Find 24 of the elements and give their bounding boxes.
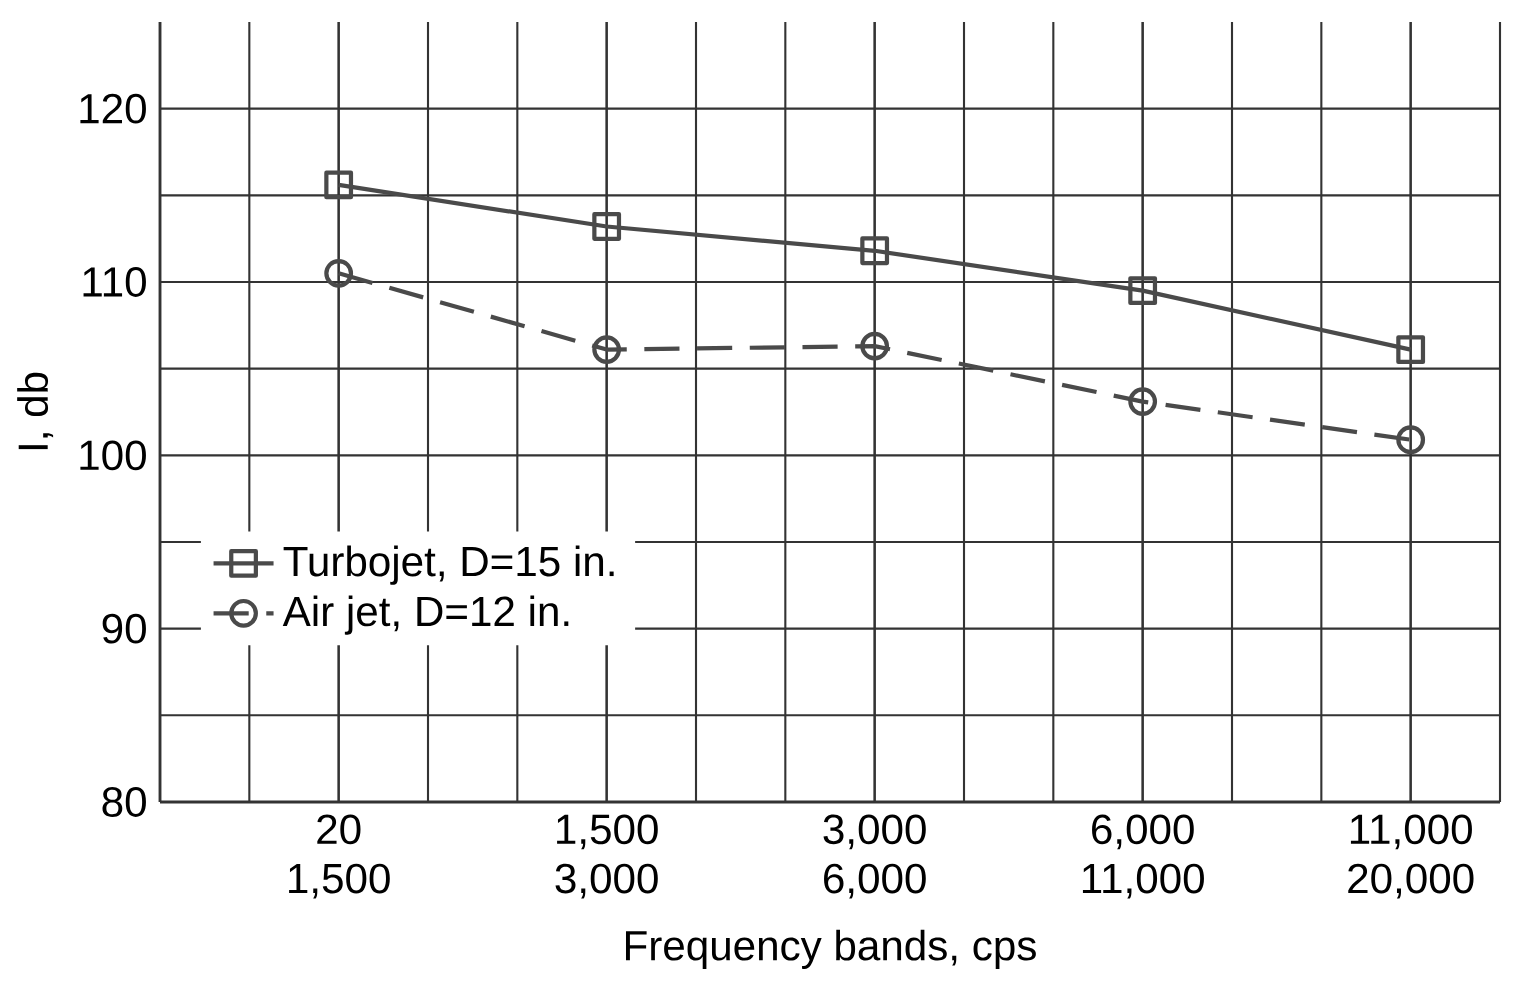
point [860, 236, 890, 266]
y-tick-label: 100 [80, 440, 146, 471]
x-axis-title: Frequency bands, cps [626, 929, 1036, 969]
x-tick-label: 1,500 3,000 [555, 814, 658, 899]
x-tick-label: 3,000 6,000 [823, 814, 926, 899]
point [1396, 335, 1426, 364]
point [1128, 387, 1158, 416]
x-tick-label: 11,000 20,000 [1348, 814, 1474, 899]
point [1128, 276, 1158, 306]
x-tick-label: 6,000 11,000 [1082, 814, 1204, 899]
x-tick-label: 20 1,500 [289, 814, 390, 899]
point [324, 258, 354, 288]
y-tick-label: 90 [102, 613, 146, 644]
y-tick-label: 120 [80, 93, 146, 124]
point [860, 331, 890, 361]
y-tick-label: 110 [83, 267, 146, 297]
point [324, 170, 354, 200]
legend-label: Turbojet, D=15 in. [283, 545, 614, 585]
point [592, 212, 622, 241]
legend-label: Air jet, D=12 in. [282, 595, 569, 635]
point [1396, 425, 1426, 455]
point [592, 335, 622, 364]
y-axis-title: I, db [17, 372, 54, 450]
y-tick-label: 80 [102, 787, 146, 817]
